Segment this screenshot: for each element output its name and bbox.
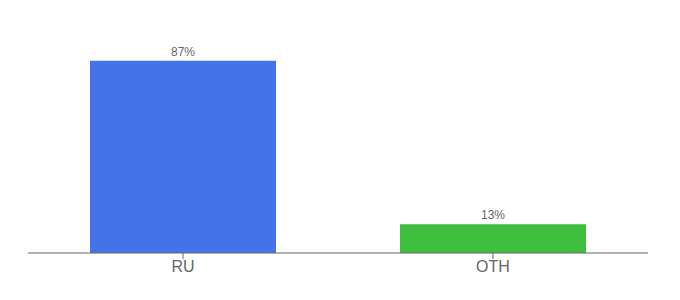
svg-text:OTH: OTH (476, 258, 510, 275)
svg-text:13%: 13% (481, 208, 505, 222)
svg-text:87%: 87% (171, 45, 195, 59)
svg-text:RU: RU (171, 258, 194, 275)
